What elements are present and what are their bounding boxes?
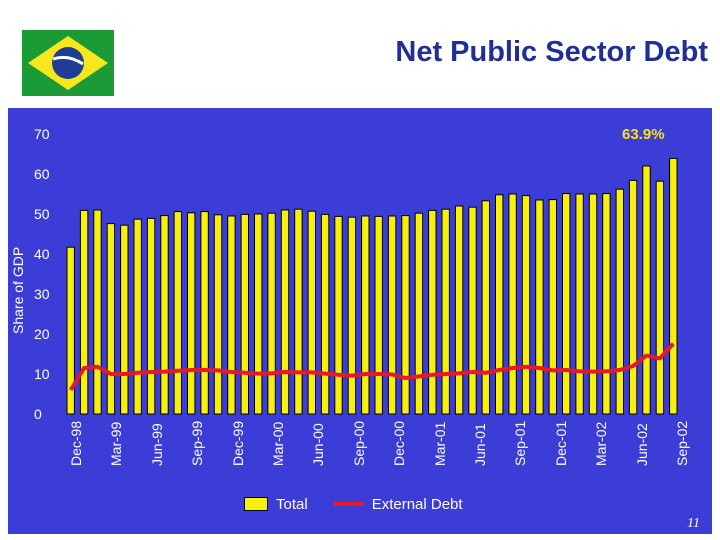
slide-title: Net Public Sector Debt [395,36,708,68]
bar-total-26 [414,212,424,415]
bar-total-23 [374,215,383,415]
bar-total-30 [468,206,477,415]
bar-total-40 [602,193,611,415]
flag-globe [52,47,84,79]
bar-total-15 [267,212,276,415]
bar-total-39 [588,193,598,415]
bar-total-32 [495,194,504,415]
y-tick-label-30: 30 [34,286,50,302]
bar-total-33 [508,193,517,415]
bar-total-44 [655,180,665,415]
bar-total-4 [120,224,129,415]
bar-total-35 [535,199,544,415]
bar-total-18 [307,210,317,415]
legend-entry-external-debt: External Debt [333,495,463,513]
bar-total-8 [173,211,183,415]
y-tick-label-40: 40 [34,246,50,262]
bar-total-9 [187,212,196,415]
bar-total-27 [428,209,437,415]
bar-total-41 [615,188,624,415]
bar-total-22 [361,215,370,415]
y-tick-label-20: 20 [34,326,50,342]
bar-total-13 [240,213,250,415]
bar-total-0 [66,246,75,415]
bar-total-36 [548,199,557,415]
bar-total-12 [227,215,236,415]
bar-total-28 [441,208,450,415]
bar-total-10 [200,211,209,415]
bar-total-2 [93,209,102,415]
y-tick-label-10: 10 [34,366,50,382]
bar-total-3 [106,223,116,415]
bar-total-24 [387,215,397,415]
bar-total-31 [481,200,491,415]
bar-total-11 [213,214,223,415]
bar-total-19 [320,213,330,415]
bar-total-6 [146,217,156,415]
y-tick-label-0: 0 [34,406,42,422]
bar-total-21 [347,216,357,415]
title-bar [8,12,712,84]
page-number: 11 [687,516,700,531]
bar-total-45 [669,157,678,415]
legend-entry-total: Total [244,496,308,513]
legend-swatch-total [244,497,268,511]
legend-label-external-debt: External Debt [371,495,463,513]
y-tick-label-70: 70 [34,126,50,142]
bar-total-7 [160,215,169,415]
bar-total-43 [642,165,651,415]
bar-total-14 [254,213,263,415]
last-value-annotation: 63.9% [622,126,665,143]
bar-total-29 [454,205,464,415]
y-tick-label-50: 50 [34,206,50,222]
bar-total-25 [401,215,410,415]
brazil-flag-icon [22,30,114,96]
bar-total-16 [280,209,290,415]
bar-total-17 [294,208,303,415]
chart-legend: Total External Debt [244,494,463,514]
flag-band [52,55,84,66]
y-tick-label-60: 60 [34,166,50,182]
bar-total-42 [628,179,638,415]
bar-total-5 [133,218,142,415]
legend-swatch-external-debt [333,502,364,506]
legend-label-total: Total [276,495,308,513]
bar-total-34 [521,195,531,415]
bar-total-38 [575,193,584,415]
bar-total-1 [79,209,89,415]
line-external-debt [68,342,675,392]
bar-total-37 [562,193,571,415]
bar-total-20 [334,215,343,415]
